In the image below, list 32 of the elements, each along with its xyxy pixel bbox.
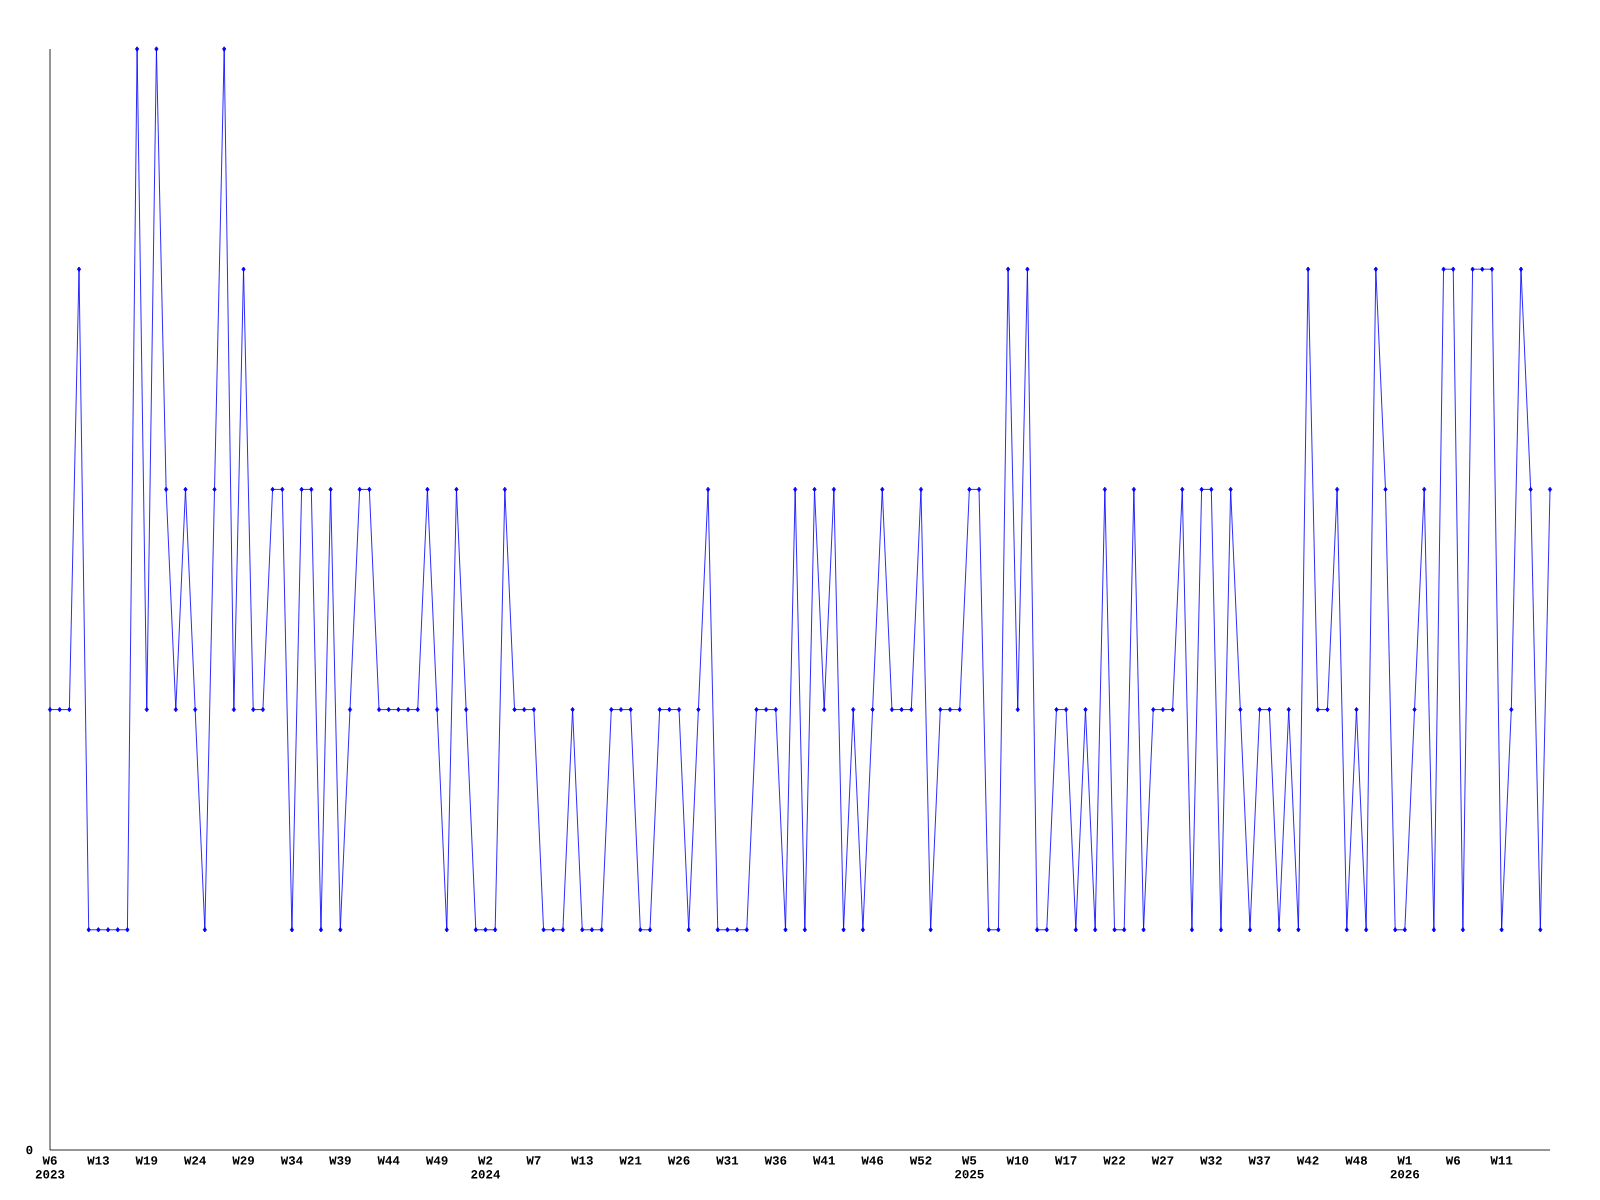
x-tick-label: W32 [1200,1156,1222,1165]
text: 0 [26,1145,33,1155]
x-tick-label: W22 [1103,1156,1126,1165]
x-tick-label: W11 [1490,1156,1513,1165]
x-tick-label: W31 [716,1156,739,1165]
x-tick-label: W52 [909,1156,932,1165]
x-tick-label: W46 [861,1156,884,1165]
x-tick-label: W24 [183,1156,206,1165]
x-tick-label: W1 2026 [1390,1156,1420,1179]
x-tick-label: W49 [425,1156,448,1165]
x-tick-label: W42 [1296,1156,1319,1165]
x-tick-label: W5 2025 [955,1156,984,1179]
x-tick-label: W41 [812,1156,835,1165]
x-tick-label: W36 [764,1156,787,1165]
x-tick-label: W7 [526,1156,541,1165]
x-tick-label: W17 [1054,1156,1077,1165]
x-tick-label: W39 [329,1156,351,1165]
x-tick-label: W10 [1006,1156,1029,1165]
x-tick-label: W37 [1248,1156,1271,1165]
x-tick-label: W21 [619,1156,642,1165]
x-tick-label: W13 [571,1156,593,1165]
x-tick-label: W29 [232,1156,255,1165]
x-tick-label: W44 [377,1156,400,1165]
x-tick-label: W13 [87,1156,109,1165]
x-tick-label: W19 [135,1156,158,1165]
x-tick-label: W26 [667,1156,690,1165]
x-tick-label: W27 [1151,1156,1174,1165]
x-tick-label: W48 [1345,1156,1368,1165]
x-tick-label: W34 [280,1156,303,1165]
x-tick-label: W6 2023 [35,1156,65,1179]
x-tick-label: W6 [1445,1156,1461,1165]
x-tick-label: W2 2024 [471,1156,501,1179]
